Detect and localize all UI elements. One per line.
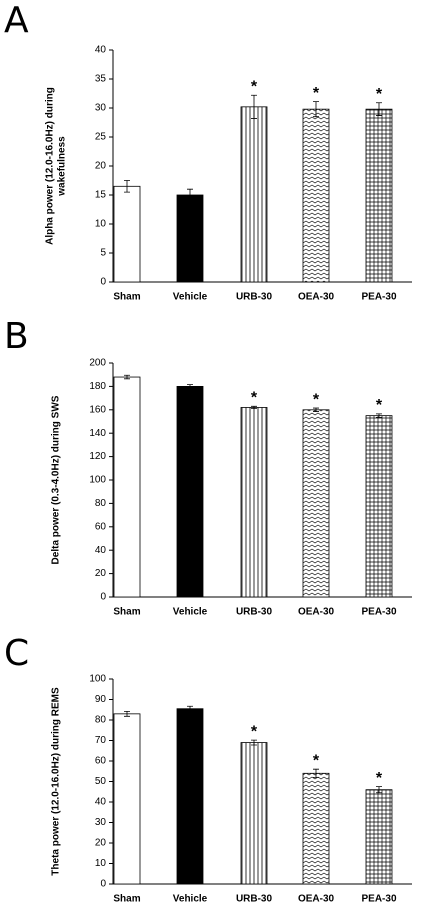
x-tick-label: Vehicle xyxy=(173,607,208,618)
error-bar xyxy=(313,768,319,778)
panel-letter: B xyxy=(4,316,29,357)
y-tick-label: 15 xyxy=(95,190,107,201)
bar xyxy=(302,108,330,283)
y-tick-label: 40 xyxy=(95,45,107,56)
x-tick-label: PEA-30 xyxy=(361,607,396,618)
error-bar xyxy=(187,384,193,389)
error-bar xyxy=(124,180,130,193)
significance-marker: * xyxy=(376,770,383,787)
x-tick-label: Sham xyxy=(113,894,140,905)
y-tick-label: 100 xyxy=(89,475,106,486)
y-tick-label: 140 xyxy=(89,428,106,439)
error-bar xyxy=(376,413,382,418)
bar xyxy=(176,385,204,598)
x-tick-label: OEA-30 xyxy=(298,894,335,905)
y-axis-label: Alpha power (12.0-16.0Hz) during xyxy=(45,87,56,245)
y-tick-label: 25 xyxy=(95,132,107,143)
significance-marker: * xyxy=(251,723,258,740)
x-tick-label: Sham xyxy=(113,292,140,303)
bar xyxy=(176,708,204,885)
y-tick-label: 50 xyxy=(95,776,107,787)
error-bar xyxy=(251,739,257,746)
error-bar xyxy=(376,102,382,116)
error-bar xyxy=(124,374,130,380)
y-axis-label: wakefulness xyxy=(57,136,68,197)
significance-marker: * xyxy=(251,390,258,407)
y-tick-label: 20 xyxy=(95,838,107,849)
bar xyxy=(365,789,393,885)
x-tick-label: Vehicle xyxy=(173,292,208,303)
bar xyxy=(365,415,393,598)
x-tick-label: OEA-30 xyxy=(298,292,335,303)
bar xyxy=(113,376,141,598)
error-bar xyxy=(376,786,382,794)
panel-letter: A xyxy=(4,0,29,41)
x-tick-label: PEA-30 xyxy=(361,292,396,303)
y-tick-label: 180 xyxy=(89,381,106,392)
x-tick-label: URB-30 xyxy=(236,894,273,905)
y-tick-label: 30 xyxy=(95,817,107,828)
panel-letter: C xyxy=(4,633,29,674)
y-tick-label: 30 xyxy=(95,103,107,114)
y-tick-label: 60 xyxy=(95,521,107,532)
y-tick-label: 60 xyxy=(95,756,107,767)
error-bar xyxy=(124,710,130,717)
y-tick-label: 100 xyxy=(89,674,106,685)
bar xyxy=(302,772,330,885)
y-tick-label: 20 xyxy=(95,161,107,172)
x-tick-label: PEA-30 xyxy=(361,894,396,905)
significance-marker: * xyxy=(376,86,383,103)
error-bar xyxy=(313,101,319,118)
error-bar xyxy=(187,188,193,202)
bar xyxy=(113,713,141,885)
y-tick-label: 10 xyxy=(95,858,107,869)
y-tick-label: 0 xyxy=(100,879,106,890)
y-tick-label: 80 xyxy=(95,498,107,509)
significance-marker: * xyxy=(313,752,320,769)
x-tick-label: Sham xyxy=(113,607,140,618)
y-tick-label: 120 xyxy=(89,451,106,462)
bar xyxy=(365,108,393,283)
bar xyxy=(240,742,268,885)
significance-marker: * xyxy=(313,391,320,408)
y-tick-label: 10 xyxy=(95,219,107,230)
significance-marker: * xyxy=(376,397,383,414)
y-tick-label: 80 xyxy=(95,715,107,726)
bar xyxy=(240,106,268,283)
error-bar xyxy=(187,705,193,712)
error-bar xyxy=(251,94,257,119)
x-tick-label: URB-30 xyxy=(236,607,273,618)
x-tick-label: OEA-30 xyxy=(298,607,335,618)
y-tick-label: 70 xyxy=(95,735,107,746)
significance-marker: * xyxy=(313,85,320,102)
y-tick-label: 5 xyxy=(100,248,106,259)
error-bar xyxy=(313,407,319,412)
y-tick-label: 0 xyxy=(100,277,106,288)
x-tick-label: Vehicle xyxy=(173,894,208,905)
y-tick-label: 40 xyxy=(95,797,107,808)
y-axis-label: Delta power (0.3-4.0Hz) during SWS xyxy=(51,395,62,564)
y-tick-label: 35 xyxy=(95,74,107,85)
y-tick-label: 20 xyxy=(95,568,107,579)
error-bar xyxy=(251,405,257,410)
bar xyxy=(240,407,268,598)
significance-marker: * xyxy=(251,78,258,95)
y-tick-label: 200 xyxy=(89,358,106,369)
y-axis-label: Theta power (12.0-16.0Hz) during REMS xyxy=(51,687,62,876)
y-tick-label: 0 xyxy=(100,592,106,603)
y-tick-label: 40 xyxy=(95,545,107,556)
y-tick-label: 90 xyxy=(95,694,107,705)
bar xyxy=(113,185,141,283)
y-tick-label: 160 xyxy=(89,404,106,415)
bar xyxy=(302,409,330,598)
bar xyxy=(176,194,204,283)
x-tick-label: URB-30 xyxy=(236,292,273,303)
